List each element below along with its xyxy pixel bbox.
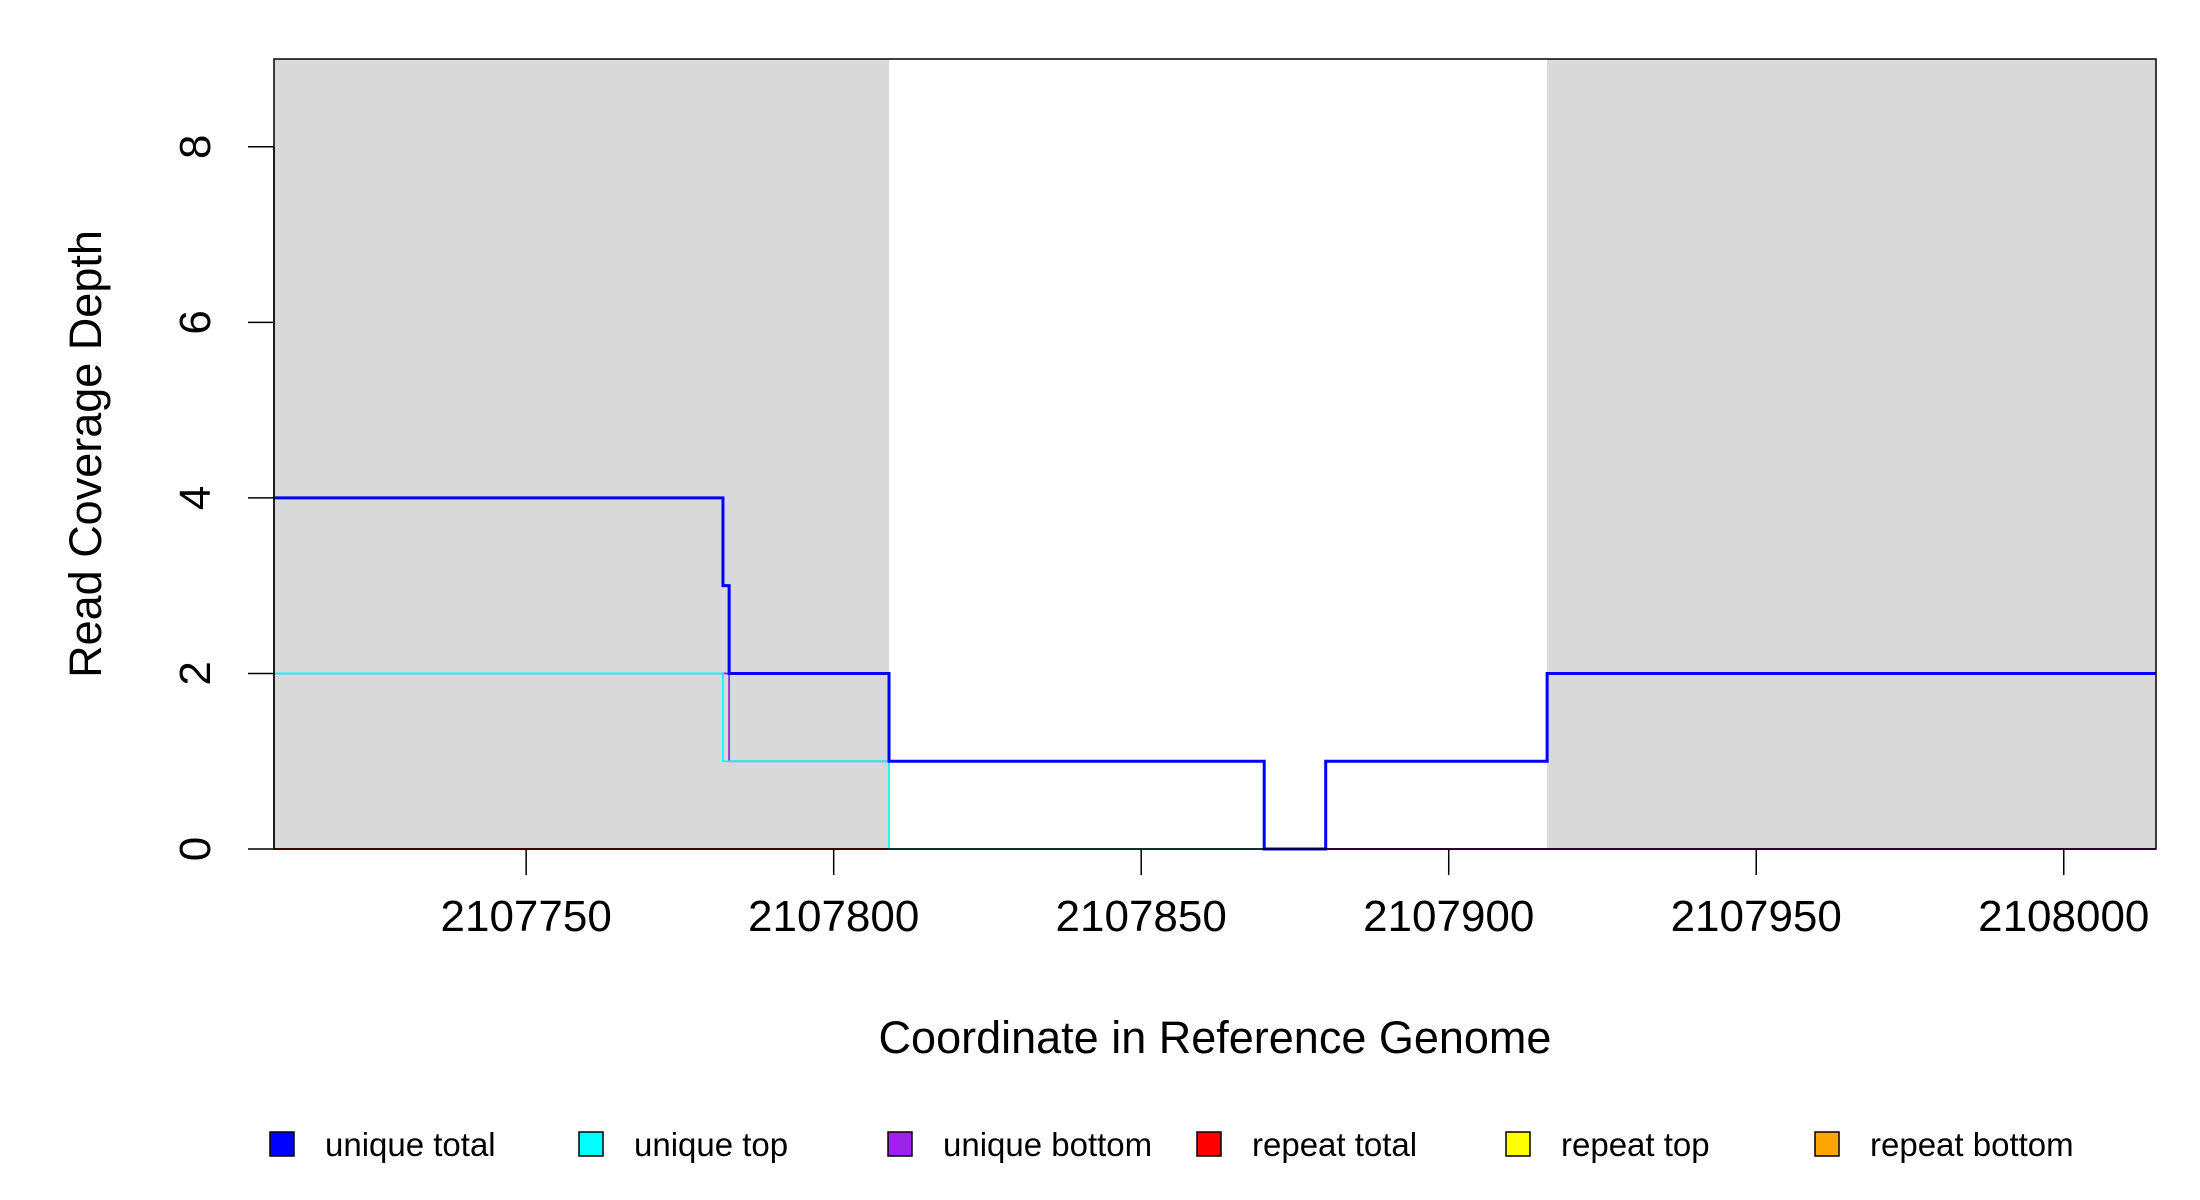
y-tick-label: 8 [171, 135, 220, 159]
x-tick-label: 2107850 [1056, 892, 1227, 941]
x-axis: 2107750 2107800 2107850 2107900 2107950 21080… [441, 849, 2149, 941]
y-axis-title: Read Coverage Depth [60, 230, 111, 678]
legend-label-repeat-top: repeat top [1561, 1126, 1710, 1163]
legend-swatch-repeat-bottom [1814, 1131, 1840, 1157]
legend-label-unique-top: unique top [634, 1126, 788, 1163]
legend-label-repeat-bottom: repeat bottom [1870, 1126, 2074, 1163]
legend-swatch-repeat-total [1196, 1131, 1222, 1157]
legend-swatch-unique-total [269, 1131, 295, 1157]
legend-label-repeat-total: repeat total [1252, 1126, 1417, 1163]
y-tick-label: 0 [171, 837, 220, 861]
shaded-region-1 [274, 59, 890, 849]
legend-label-unique-bottom: unique bottom [943, 1126, 1152, 1163]
y-tick-label: 4 [171, 486, 220, 510]
legend: unique total unique top unique bottom repea… [269, 1126, 2074, 1163]
shaded-regions [274, 59, 2156, 849]
legend-swatch-unique-bottom [887, 1131, 913, 1157]
legend-swatch-repeat-top [1505, 1131, 1531, 1157]
x-tick-label: 2108000 [1978, 892, 2149, 941]
legend-label-unique-total: unique total [325, 1126, 496, 1163]
y-tick-label: 6 [171, 310, 220, 334]
legend-swatch-unique-top [578, 1131, 604, 1157]
shaded-region-2 [1547, 59, 2156, 849]
x-tick-label: 2107750 [441, 892, 612, 941]
y-axis: 0 2 4 6 8 [171, 135, 275, 861]
series-line-unique-total [274, 496, 2156, 851]
x-tick-label: 2107800 [748, 892, 919, 941]
y-tick-label: 2 [171, 661, 220, 685]
x-tick-label: 2107900 [1363, 892, 1534, 941]
x-axis-title: Coordinate in Reference Genome [879, 1012, 1552, 1063]
x-tick-label: 2107950 [1671, 892, 1842, 941]
